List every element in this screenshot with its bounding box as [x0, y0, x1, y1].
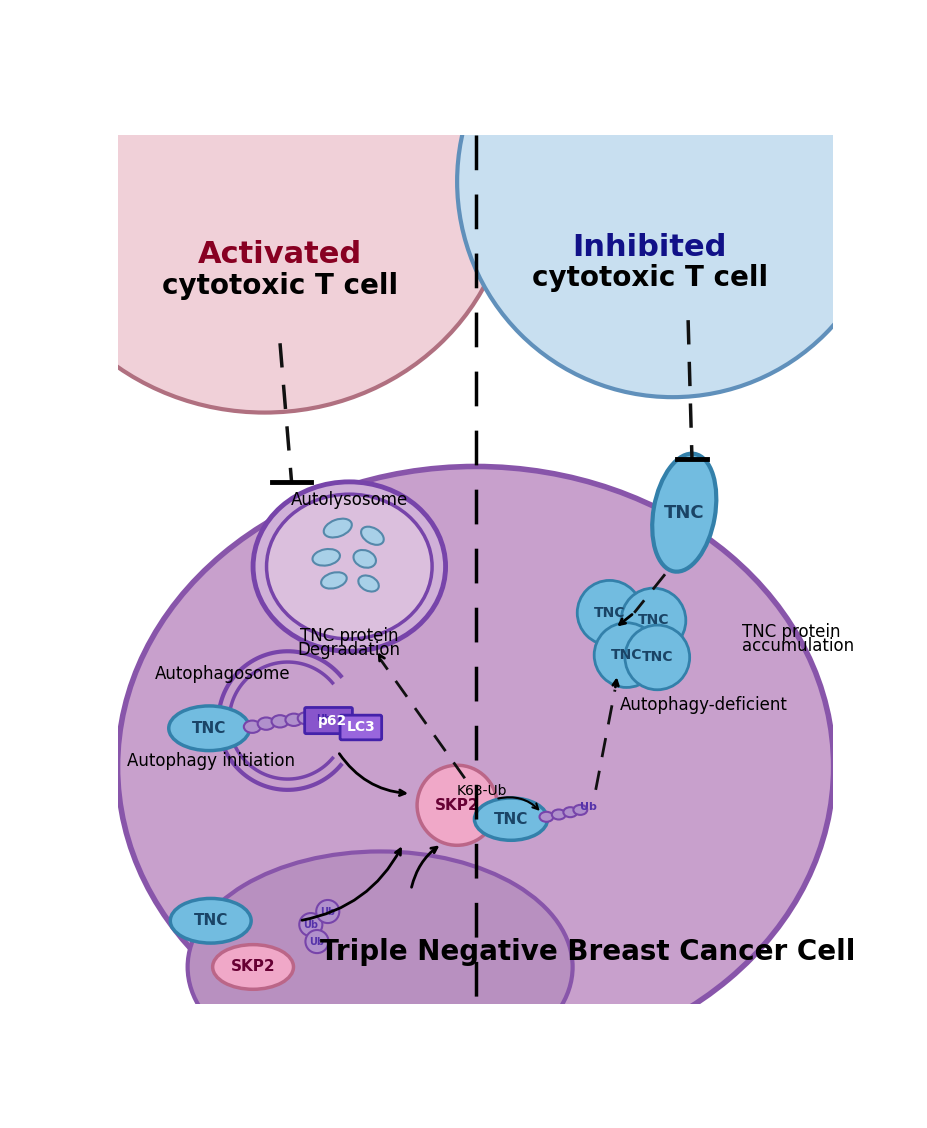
FancyBboxPatch shape	[304, 707, 352, 733]
Circle shape	[305, 929, 328, 953]
Text: Autophagy initiation: Autophagy initiation	[127, 751, 295, 769]
Ellipse shape	[286, 714, 302, 726]
Ellipse shape	[626, 0, 927, 220]
Ellipse shape	[361, 527, 384, 545]
Circle shape	[577, 581, 641, 645]
Text: SKP2: SKP2	[231, 960, 275, 975]
Ellipse shape	[212, 944, 293, 989]
Text: Ub: Ub	[315, 714, 330, 724]
Text: Ub: Ub	[579, 802, 596, 812]
Text: TNC protein: TNC protein	[299, 627, 398, 645]
Ellipse shape	[358, 575, 378, 591]
Ellipse shape	[552, 810, 565, 820]
Circle shape	[416, 765, 497, 845]
Text: Inhibited: Inhibited	[572, 232, 726, 262]
Text: Ub: Ub	[320, 907, 335, 917]
Ellipse shape	[253, 482, 445, 651]
Text: Autophagosome: Autophagosome	[154, 666, 290, 684]
Text: K63-Ub: K63-Ub	[456, 784, 506, 799]
Ellipse shape	[353, 550, 375, 567]
Text: TNC: TNC	[637, 614, 668, 627]
Ellipse shape	[321, 572, 347, 589]
Text: Ub: Ub	[303, 919, 318, 929]
Text: cytotoxic T cell: cytotoxic T cell	[162, 272, 398, 300]
Text: cytotoxic T cell: cytotoxic T cell	[531, 264, 767, 292]
Text: TNC: TNC	[610, 649, 641, 662]
Circle shape	[593, 623, 658, 687]
Text: p62: p62	[317, 714, 347, 729]
Ellipse shape	[169, 706, 249, 750]
Circle shape	[620, 588, 685, 653]
Ellipse shape	[272, 715, 288, 728]
Ellipse shape	[19, 0, 511, 413]
Ellipse shape	[298, 712, 314, 724]
Ellipse shape	[474, 797, 547, 840]
Ellipse shape	[244, 721, 260, 733]
Text: LC3: LC3	[346, 721, 375, 734]
Ellipse shape	[312, 549, 339, 565]
Ellipse shape	[258, 717, 274, 730]
Text: SKP2: SKP2	[435, 797, 479, 813]
Text: TNC: TNC	[192, 721, 226, 735]
Ellipse shape	[10, 0, 318, 204]
Circle shape	[316, 900, 339, 923]
Ellipse shape	[457, 0, 887, 397]
Text: TNC: TNC	[663, 504, 704, 521]
Ellipse shape	[652, 453, 716, 572]
Text: Ub: Ub	[309, 936, 324, 946]
Text: Triple Negative Breast Cancer Cell: Triple Negative Breast Cancer Cell	[320, 937, 855, 966]
Ellipse shape	[324, 519, 351, 537]
Text: accumulation: accumulation	[742, 637, 853, 655]
Circle shape	[298, 913, 322, 936]
Ellipse shape	[573, 805, 587, 814]
FancyBboxPatch shape	[339, 715, 381, 740]
Text: Autolysosome: Autolysosome	[290, 492, 408, 510]
Ellipse shape	[171, 898, 251, 943]
Ellipse shape	[118, 467, 832, 1067]
Text: TNC: TNC	[641, 651, 672, 664]
Ellipse shape	[563, 808, 577, 817]
Text: Autophagy-deficient: Autophagy-deficient	[619, 696, 787, 714]
Text: TNC: TNC	[593, 606, 625, 619]
Text: TNC protein: TNC protein	[742, 623, 840, 641]
Text: Activated: Activated	[197, 240, 362, 270]
Ellipse shape	[187, 852, 572, 1083]
Circle shape	[624, 625, 689, 689]
Text: TNC: TNC	[493, 812, 527, 827]
Ellipse shape	[266, 494, 432, 638]
Text: Degradation: Degradation	[298, 641, 400, 659]
Ellipse shape	[539, 812, 552, 822]
Text: TNC: TNC	[194, 914, 228, 928]
